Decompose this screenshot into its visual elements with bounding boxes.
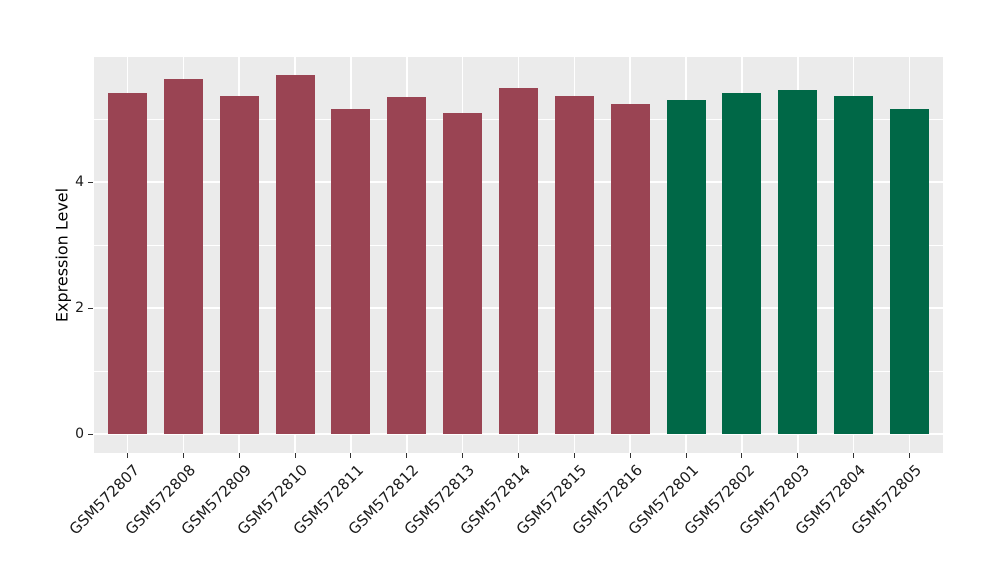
x-tick-mark <box>685 453 687 458</box>
y-tick-mark <box>88 181 93 183</box>
x-tick-mark <box>908 453 910 458</box>
bar <box>834 95 874 434</box>
bar <box>722 92 762 434</box>
x-tick-mark <box>629 453 631 458</box>
y-tick-label: 2 <box>75 300 84 316</box>
y-tick-mark <box>88 433 93 435</box>
x-tick-mark <box>127 453 128 458</box>
x-tick-mark <box>406 453 408 458</box>
y-tick-label: 4 <box>75 174 84 190</box>
bar <box>778 90 818 434</box>
x-tick-mark <box>182 453 184 458</box>
plot-panel <box>94 57 943 453</box>
bar <box>331 108 371 434</box>
bar <box>610 103 650 434</box>
bar <box>275 74 315 434</box>
bar <box>387 96 427 434</box>
x-tick-mark <box>350 453 352 458</box>
bar <box>107 92 148 434</box>
bar <box>554 95 594 434</box>
bar <box>666 100 706 434</box>
bar <box>219 96 259 434</box>
y-tick-mark <box>88 307 93 309</box>
y-tick-label: 0 <box>75 426 84 442</box>
x-tick-mark <box>797 453 799 458</box>
bars-layer <box>94 57 943 453</box>
x-tick-mark <box>853 453 855 458</box>
x-tick-mark <box>294 453 296 458</box>
x-tick-mark <box>518 453 519 458</box>
y-axis-title: Expression Level <box>52 187 72 323</box>
bar <box>443 112 483 434</box>
x-tick-mark <box>741 453 743 458</box>
x-tick-mark <box>462 453 464 458</box>
bar <box>163 78 203 434</box>
bar <box>498 88 539 434</box>
x-tick-mark <box>573 453 575 458</box>
bar <box>889 108 930 434</box>
x-tick-mark <box>238 453 240 458</box>
